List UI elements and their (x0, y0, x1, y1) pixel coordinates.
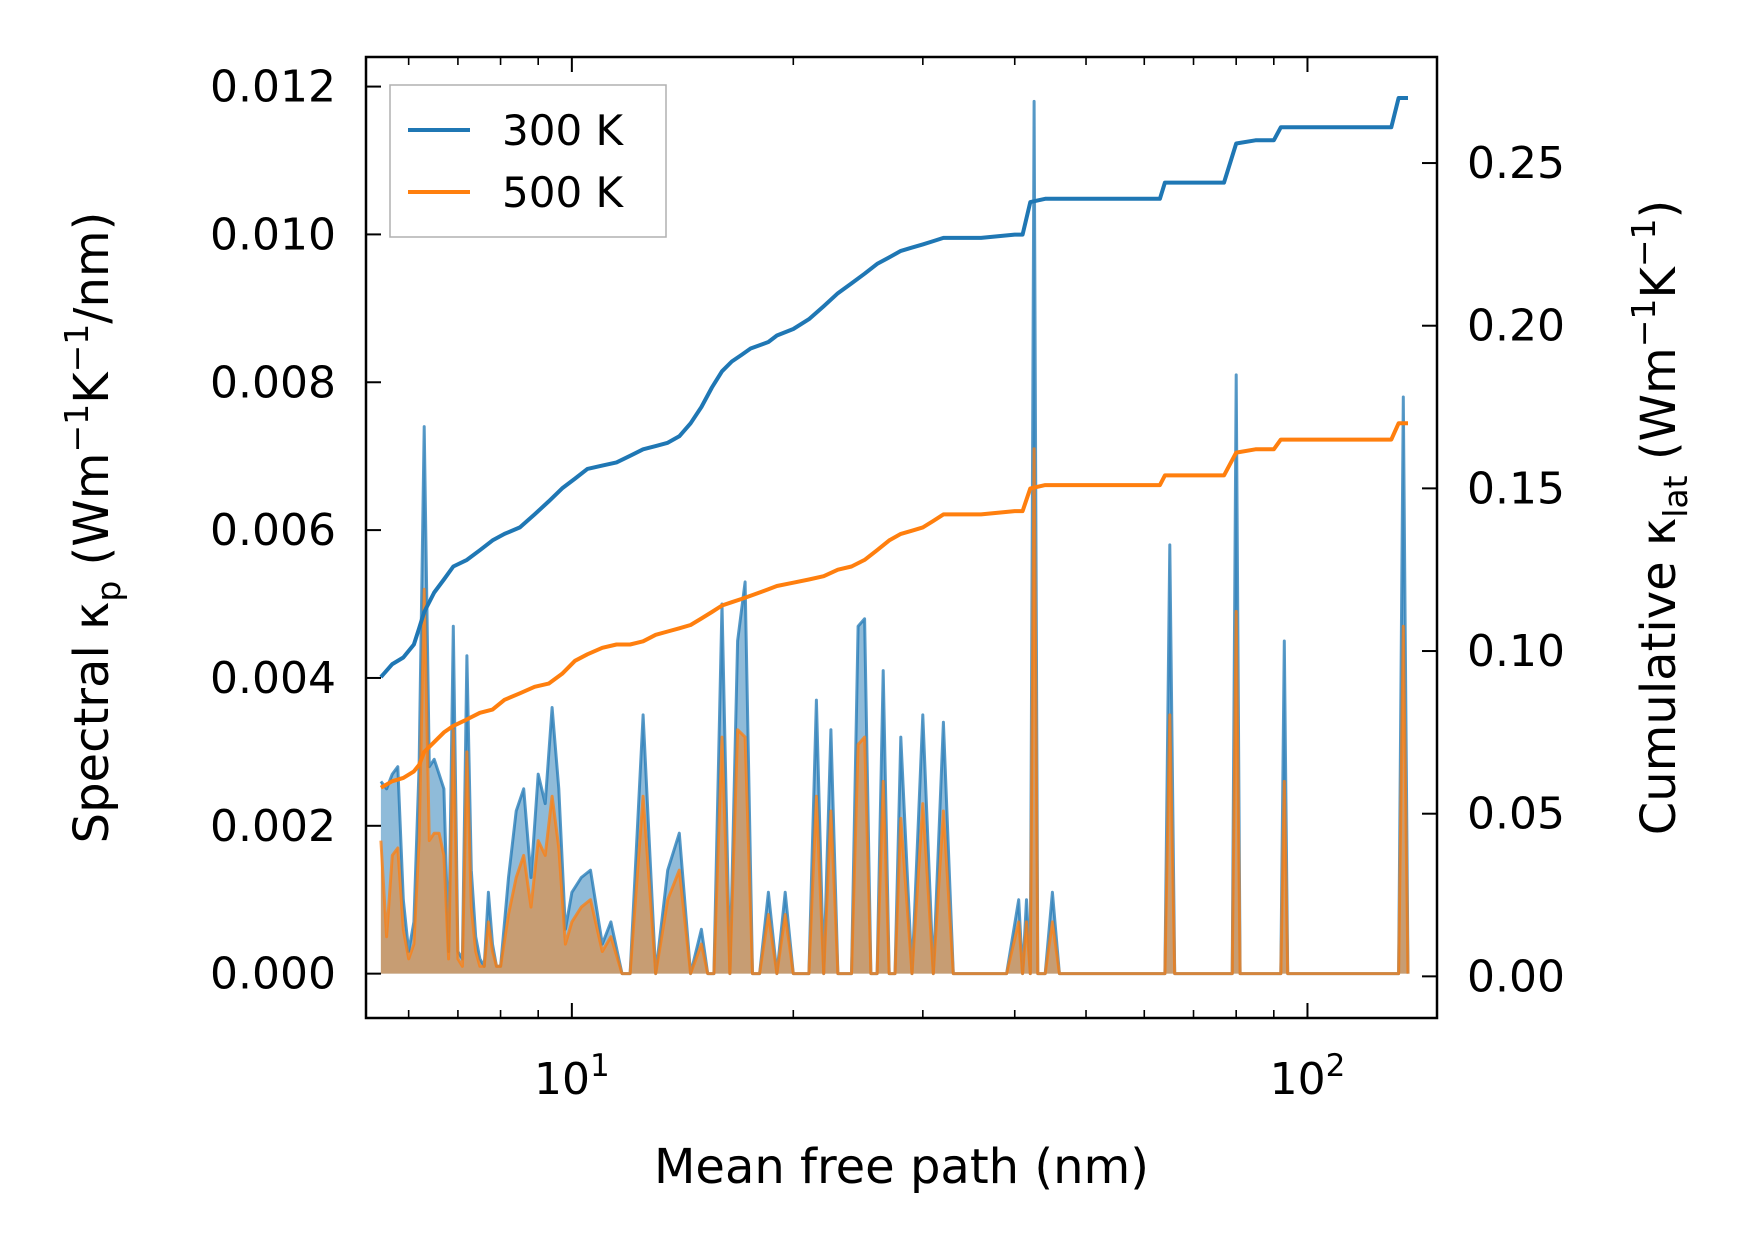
y-left-tick-label: 0.004 (210, 653, 336, 704)
data-layer (379, 96, 1410, 976)
y-right-tick-label: 0.20 (1467, 301, 1565, 352)
series-line-500-k (379, 421, 1408, 790)
x-tick-label: 102 (1270, 1048, 1346, 1105)
y-left-tick-label: 0.006 (210, 505, 336, 556)
plot-frame (364, 55, 1439, 1020)
y-left-tick-label: 0.010 (210, 209, 336, 260)
y-right-axis-label: Cumulative κlat (Wm−1K−1) (1624, 200, 1695, 836)
y-left-tick-label: 0.008 (210, 357, 336, 408)
legend-label: 500 K (502, 168, 625, 217)
axes-layer: 0.000 0.002 0.004 0.006 0.008 0.010 0.012 0.00 0… (57, 55, 1695, 1195)
y-right-tick-label: 0.05 (1467, 789, 1565, 840)
y-left-axis-label: Spectral κp (Wm−1K−1/nm) (57, 212, 128, 844)
x-axis-label: Mean free path (nm) (654, 1139, 1149, 1195)
y-left-tick-label: 0.002 (210, 801, 336, 852)
series-fill-500-k-spectral (380, 448, 1408, 974)
y-right-tick-label: 0.00 (1467, 951, 1565, 1002)
legend: 300 K 500 K (389, 84, 667, 238)
y-right-tick-label: 0.25 (1467, 138, 1565, 189)
x-tick-label: 101 (534, 1048, 610, 1105)
y-left-tick-label: 0.000 (210, 949, 336, 1000)
series-line-300-k (379, 96, 1408, 679)
y-right-tick-label: 0.10 (1467, 626, 1565, 677)
y-left-tick-label: 0.012 (210, 62, 336, 113)
series-line-500-k-spectral (379, 447, 1410, 976)
legend-label: 300 K (502, 106, 625, 155)
legend-box (389, 84, 667, 238)
y-right-tick-label: 0.15 (1467, 463, 1565, 514)
